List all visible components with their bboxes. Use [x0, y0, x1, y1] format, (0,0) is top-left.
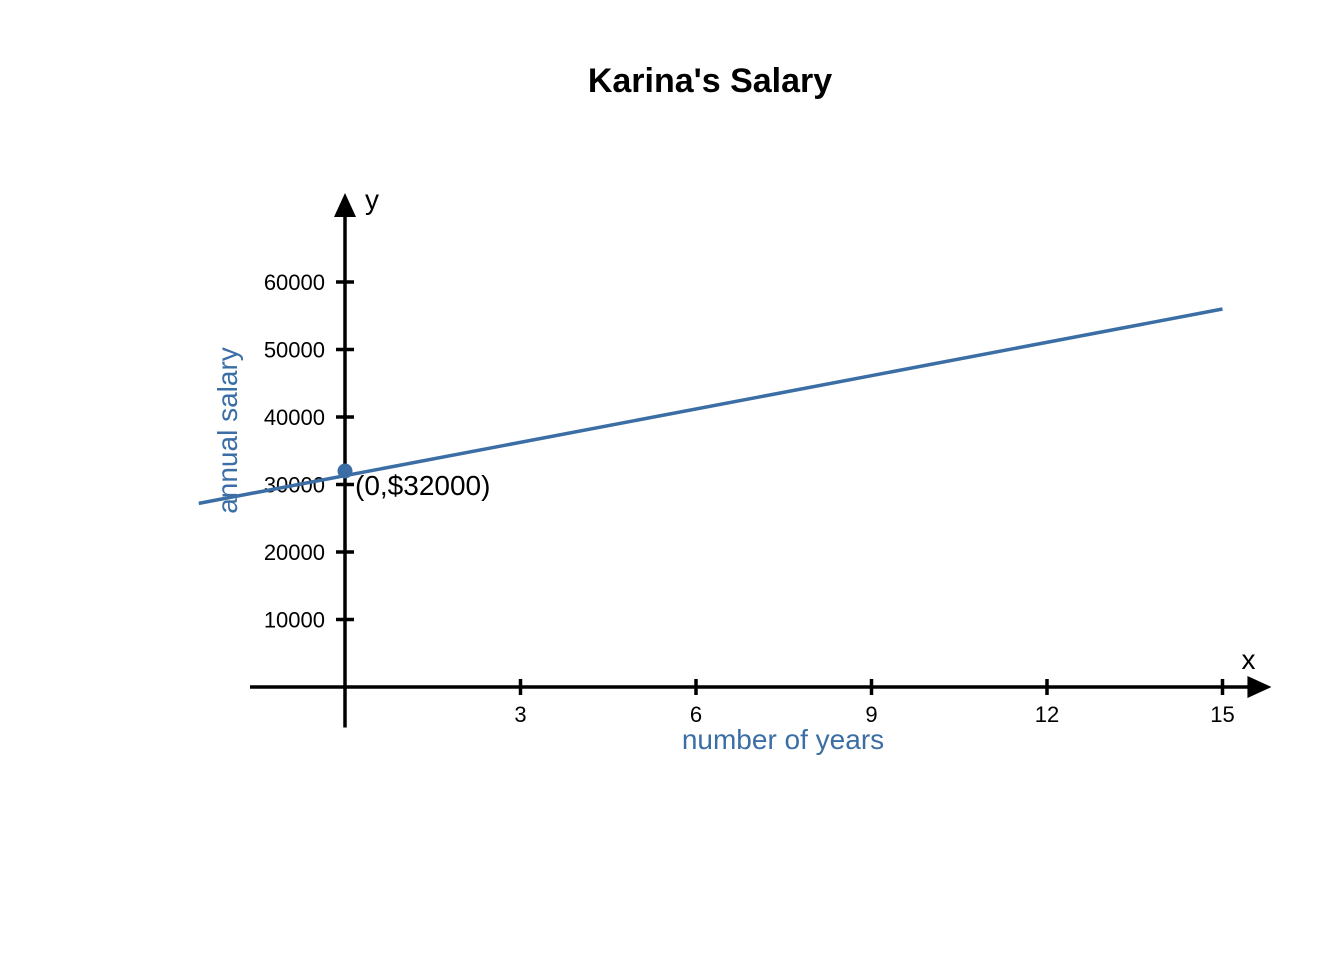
x-tick-label: 15 [1210, 702, 1234, 727]
y-tick-label: 20000 [264, 540, 325, 565]
x-tick-label: 9 [865, 702, 877, 727]
y-tick-label: 60000 [264, 270, 325, 295]
data-point-label: (0,$32000) [355, 470, 490, 501]
series-line [198, 307, 1223, 506]
series [198, 307, 1223, 506]
y-axis-letter: y [365, 184, 379, 215]
x-tick-label: 6 [690, 702, 702, 727]
x-tick-label: 12 [1035, 702, 1059, 727]
y-tick-label: 50000 [264, 338, 325, 363]
x-axis-arrow [1247, 676, 1272, 698]
y-axis-title: annual salary [212, 347, 243, 514]
axes [250, 193, 1272, 728]
chart-title: Karina's Salary [588, 62, 832, 100]
y-tick-label: 10000 [264, 608, 325, 633]
data-point [337, 463, 353, 479]
y-tick-label: 40000 [264, 405, 325, 430]
x-axis-title: number of years [682, 724, 884, 755]
x-tick-label: 3 [514, 702, 526, 727]
points: (0,$32000) [337, 463, 490, 501]
y-axis-arrow [334, 193, 356, 217]
x-axis-letter: x [1241, 644, 1255, 675]
